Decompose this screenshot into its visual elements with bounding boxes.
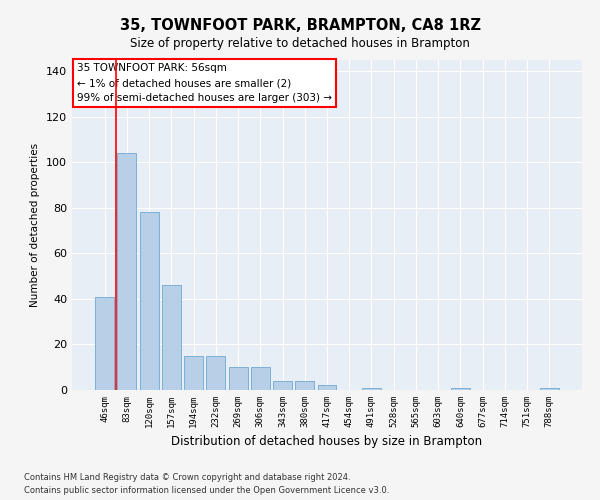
X-axis label: Distribution of detached houses by size in Brampton: Distribution of detached houses by size …: [172, 436, 482, 448]
Bar: [362, 388, 381, 390]
Text: Contains HM Land Registry data © Crown copyright and database right 2024.: Contains HM Land Registry data © Crown c…: [24, 474, 350, 482]
Bar: [206, 356, 225, 390]
Bar: [118, 154, 136, 390]
Bar: [251, 367, 270, 390]
Bar: [273, 381, 292, 390]
Text: 35 TOWNFOOT PARK: 56sqm
← 1% of detached houses are smaller (2)
99% of semi-deta: 35 TOWNFOOT PARK: 56sqm ← 1% of detached…: [77, 64, 332, 103]
Y-axis label: Number of detached properties: Number of detached properties: [31, 143, 40, 307]
Bar: [295, 381, 314, 390]
Bar: [162, 286, 181, 390]
Bar: [184, 356, 203, 390]
Bar: [140, 212, 158, 390]
Bar: [229, 367, 248, 390]
Bar: [451, 388, 470, 390]
Text: Size of property relative to detached houses in Brampton: Size of property relative to detached ho…: [130, 38, 470, 51]
Bar: [317, 386, 337, 390]
Bar: [540, 388, 559, 390]
Text: Contains public sector information licensed under the Open Government Licence v3: Contains public sector information licen…: [24, 486, 389, 495]
Text: 35, TOWNFOOT PARK, BRAMPTON, CA8 1RZ: 35, TOWNFOOT PARK, BRAMPTON, CA8 1RZ: [119, 18, 481, 32]
Bar: [95, 296, 114, 390]
